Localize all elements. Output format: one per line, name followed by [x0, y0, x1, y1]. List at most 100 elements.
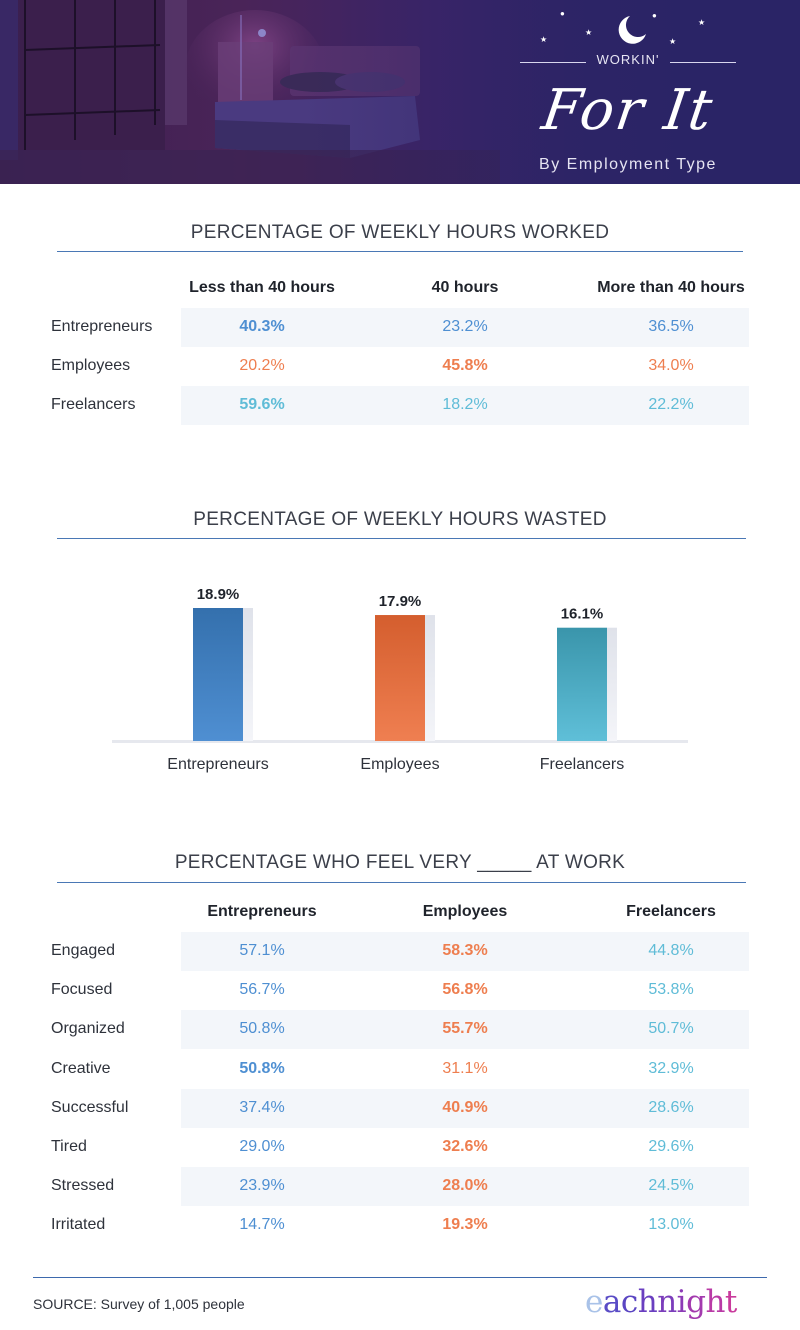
window — [20, 0, 165, 150]
table-cell: 13.0% — [648, 1216, 694, 1234]
table-cell: 19.3% — [442, 1216, 488, 1234]
row-band — [181, 308, 749, 347]
table-cell: 50.8% — [239, 1020, 285, 1038]
logo-letter: a — [602, 1284, 621, 1320]
table-cell: 29.6% — [648, 1138, 694, 1155]
row-label: Freelancers — [51, 396, 136, 413]
table-cell: 50.7% — [648, 1020, 694, 1038]
logo-letter: c — [620, 1284, 638, 1320]
logo-letter: h — [705, 1284, 725, 1320]
table-cell: 32.6% — [442, 1138, 488, 1155]
row-label: Organized — [51, 1020, 125, 1038]
hero-subtitle: By Employment Type — [539, 156, 717, 173]
table-cell: 58.3% — [442, 942, 488, 959]
table-cell: 20.2% — [239, 357, 285, 374]
feelings-title-prefix: PERCENTAGE WHO FEEL VERY — [174, 852, 472, 873]
table-cell: 14.7% — [239, 1216, 285, 1234]
table-cell: 34.0% — [648, 357, 694, 374]
row-label: Entrepreneurs — [51, 318, 153, 335]
logo-letter: h — [637, 1284, 658, 1320]
feelings-title-blank: _____ — [477, 852, 532, 873]
bar-value-label: 18.9% — [197, 586, 240, 603]
row-label: Successful — [51, 1098, 129, 1116]
table-cell: 56.7% — [239, 981, 285, 999]
bar-employees — [375, 615, 425, 741]
table-cell: 40.9% — [442, 1098, 488, 1116]
row-label: Employees — [51, 357, 131, 374]
star-icon: ● — [560, 9, 565, 18]
hero-title: For It — [538, 78, 718, 143]
table-cell: 32.9% — [648, 1059, 694, 1077]
feelings-title: PERCENTAGE WHO FEEL VERY _____ AT WORK — [0, 852, 800, 874]
bar-value-label: 17.9% — [379, 593, 422, 610]
table-cell: 36.5% — [648, 318, 694, 335]
table-cell: 23.2% — [442, 318, 488, 335]
bar-shadow — [243, 608, 253, 741]
star-icon: ★ — [698, 18, 706, 27]
table-cell: 53.8% — [648, 981, 694, 999]
row-label: Irritated — [51, 1216, 106, 1234]
row-label: Focused — [51, 981, 113, 999]
table-cell: 22.2% — [648, 396, 694, 413]
table-cell: 56.8% — [442, 981, 488, 999]
table-cell: 18.2% — [442, 396, 488, 413]
feelings-title-suffix: AT WORK — [536, 852, 626, 873]
star-icon: ● — [652, 11, 657, 20]
x-axis-baseline — [112, 740, 688, 743]
logo-letter: e — [585, 1284, 603, 1320]
category-label: Employees — [360, 756, 439, 773]
category-label: Freelancers — [540, 756, 624, 773]
star-icon: ★ — [669, 37, 677, 46]
bedroom-illustration — [0, 0, 800, 184]
star-icon: ★ — [540, 35, 548, 44]
bar-value-label: 16.1% — [561, 606, 604, 623]
row-label: Engaged — [51, 942, 116, 959]
row-band — [181, 1010, 749, 1050]
table-cell: 24.5% — [648, 1177, 694, 1195]
table-cell: 28.0% — [442, 1177, 488, 1195]
column-header: Freelancers — [626, 903, 716, 920]
chart-title: PERCENTAGE OF WEEKLY HOURS WASTED — [193, 509, 607, 530]
row-band — [181, 1167, 749, 1207]
logo-letter: t — [724, 1284, 737, 1320]
row-label: Stressed — [51, 1177, 115, 1195]
column-header: 40 hours — [431, 279, 499, 296]
row-band — [181, 1088, 749, 1128]
bar-shadow — [607, 627, 617, 741]
column-header: Employees — [422, 903, 508, 920]
category-label: Entrepreneurs — [167, 756, 268, 773]
logo-letter: i — [676, 1284, 687, 1320]
table-cell: 55.7% — [442, 1020, 488, 1038]
table-cell: 37.4% — [239, 1098, 285, 1116]
column-header: Entrepreneurs — [207, 903, 317, 920]
hours-wasted-bar-chart: 18.9% Entrepreneurs 17.9% Employees 16.1% Fre… — [112, 586, 688, 773]
hero-eyebrow: WORKIN' — [596, 52, 660, 67]
hero-title-block: ● ★ ★ ● ★ ★ WORKIN' For It By Employment… — [518, 0, 738, 184]
hero-banner: ● ★ ★ ● ★ ★ WORKIN' For It By Employment… — [0, 0, 800, 184]
table-cell: 23.9% — [239, 1177, 285, 1195]
column-header: More than 40 hours — [597, 279, 745, 296]
table-cell: 28.6% — [648, 1098, 694, 1116]
bar-freelancers — [557, 627, 607, 741]
column-header: Less than 40 hours — [189, 279, 335, 296]
table-cell: 31.1% — [442, 1059, 488, 1077]
section-rule — [57, 251, 743, 252]
section-rule — [57, 882, 746, 883]
section-rule — [57, 538, 746, 539]
table-cell: 50.8% — [239, 1059, 285, 1077]
row-band — [181, 932, 749, 971]
star-icon: ★ — [585, 28, 593, 37]
table-cell: 59.6% — [239, 396, 285, 413]
row-label: Tired — [51, 1138, 87, 1155]
table-cell: 29.0% — [239, 1138, 285, 1155]
divider — [670, 62, 736, 63]
crescent-moon-icon — [618, 16, 646, 44]
table-cell: 44.8% — [648, 942, 694, 959]
bar-entrepreneurs — [193, 608, 243, 741]
logo-letter: g — [686, 1284, 706, 1320]
table-cell: 57.1% — [239, 942, 285, 959]
footer-rule — [33, 1277, 767, 1278]
logo-letter: n — [657, 1284, 677, 1320]
row-band — [181, 386, 749, 425]
table-cell: 40.3% — [239, 318, 285, 335]
